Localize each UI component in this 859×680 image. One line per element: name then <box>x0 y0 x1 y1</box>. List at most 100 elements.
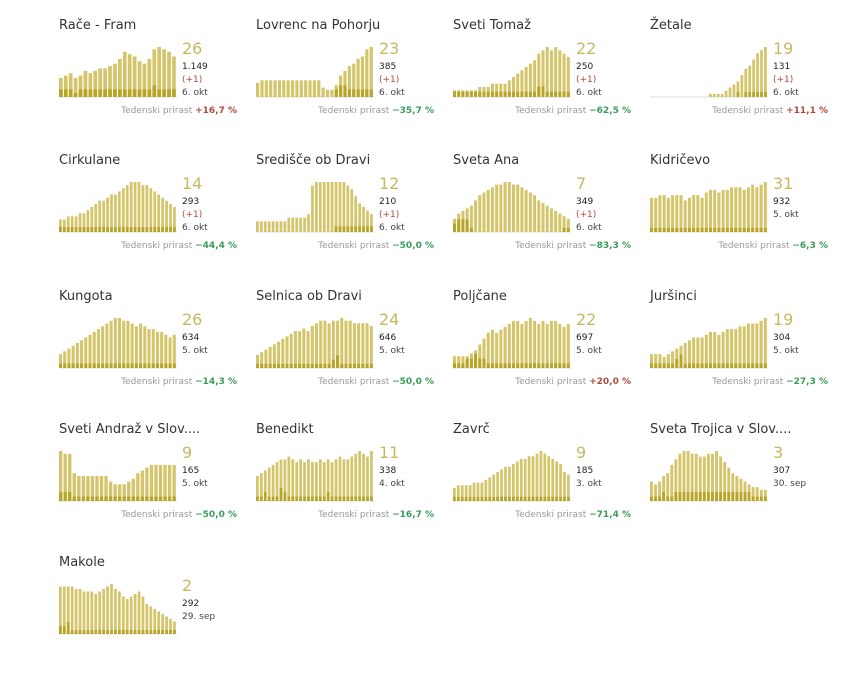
new-cases-bar <box>118 363 122 368</box>
municipality-title: Sveta Ana <box>453 153 520 168</box>
municipality-card: Juršinci 19 304 5. okt Tedenski prirast −27,… <box>650 289 828 414</box>
active-cases-bar <box>370 451 373 501</box>
total-cases: 932 <box>773 197 791 207</box>
active-cases-bar <box>524 320 528 368</box>
weekly-growth-value: −44,4 % <box>195 241 237 251</box>
new-cases-bar <box>746 363 750 368</box>
municipality-card: Sveta Ana 7 349 (+1) 6. okt Tedenski prirast … <box>453 153 631 278</box>
new-cases-bar <box>763 363 767 368</box>
new-cases-bar <box>72 496 76 501</box>
active-cases-bar <box>259 221 263 232</box>
new-cases-bar <box>515 496 519 501</box>
active-cases-bar <box>533 60 537 97</box>
active-cases-bar <box>78 213 82 232</box>
active-cases-bar <box>267 221 271 232</box>
active-cases-bar <box>362 453 365 501</box>
active-cases-bar <box>662 476 666 501</box>
active-cases-bar <box>82 591 86 634</box>
new-cases-bar <box>460 496 464 501</box>
active-cases-bar <box>687 340 691 368</box>
active-cases-bar <box>716 93 720 98</box>
new-cases-bar <box>759 227 763 232</box>
new-cases-bar <box>121 630 125 634</box>
active-cases-bar <box>356 58 360 97</box>
new-cases-bar <box>260 363 264 368</box>
active-cases-bar <box>495 184 499 232</box>
new-cases-bar <box>725 363 729 368</box>
active-cases-bar <box>535 453 539 501</box>
new-cases-bar <box>80 363 84 368</box>
active-cases-bar <box>152 49 157 97</box>
new-cases-bar <box>154 496 158 501</box>
active-cases-bar <box>279 459 283 501</box>
active-cases-bar <box>744 68 748 98</box>
new-cases-bar <box>354 496 358 501</box>
new-cases-bar <box>311 496 314 501</box>
new-cases-bar <box>678 492 682 501</box>
active-cases-bar <box>358 451 361 501</box>
active-cases-bar <box>366 456 369 501</box>
new-cases-bar <box>126 363 130 368</box>
active-cases-bar <box>360 56 365 97</box>
new-cases-bar <box>751 227 755 232</box>
active-cases-bar <box>307 214 310 232</box>
active-cases-bar <box>545 47 549 97</box>
active-cases-bar <box>495 83 499 97</box>
active-cases-bar <box>285 336 289 368</box>
new-cases-bar <box>731 492 735 501</box>
municipality-title: Juršinci <box>650 289 697 304</box>
new-cases-bar <box>709 227 713 232</box>
new-cases-bar <box>457 363 461 368</box>
active-cases-bar <box>555 461 558 501</box>
active-cases-bar <box>759 489 763 501</box>
active-cases-bar <box>59 586 62 634</box>
active-cases-bar <box>131 478 135 501</box>
municipality-card: Središče ob Dravi 12 210 (+1) 6. okt Tedenski… <box>256 153 434 278</box>
active-cases-bar <box>480 482 484 501</box>
new-cases-bar <box>62 626 66 634</box>
active-cases-bar <box>720 93 724 98</box>
new-cases-bar <box>692 227 696 232</box>
new-cases-bar <box>59 227 62 232</box>
weekly-growth: Tedenski prirast +11,1 % <box>712 106 828 116</box>
new-cases-bar <box>686 492 690 501</box>
new-cases-bar <box>504 496 507 501</box>
new-cases-bar <box>113 496 117 501</box>
new-cases-bar <box>59 89 63 97</box>
active-cases-bar <box>86 591 90 634</box>
new-cases-bar <box>172 496 176 501</box>
active-cases-bar <box>713 331 717 368</box>
new-cases-bar <box>719 492 723 501</box>
active-cases-bar <box>717 334 721 368</box>
active-cases-bar <box>545 205 549 232</box>
new-cases-bar <box>704 363 708 368</box>
active-cases-bar <box>268 346 272 368</box>
active-cases-bar <box>683 200 687 232</box>
active-cases-bar <box>457 356 461 368</box>
active-cases-bar <box>279 221 283 232</box>
active-cases-bar <box>318 182 322 232</box>
active-cases-bar <box>728 87 732 98</box>
active-cases-bar <box>147 329 151 368</box>
active-cases-bar <box>293 331 297 368</box>
active-cases-bar <box>549 208 553 232</box>
active-cases-bar <box>129 182 133 232</box>
active-cases-bar <box>759 320 763 368</box>
active-cases-bar <box>139 323 143 368</box>
new-cases-bar <box>662 363 666 368</box>
new-cases-bar <box>736 92 740 97</box>
municipality-card: Rače - Fram 26 1.149 (+1) 6. okt Tedenski pri… <box>59 18 237 143</box>
active-cases-number: 19 <box>773 39 794 58</box>
active-cases-bar <box>110 194 113 232</box>
new-cases-bar <box>295 496 299 501</box>
active-cases-bar <box>346 185 350 232</box>
new-cases-bar <box>106 227 109 232</box>
new-cases-bar <box>533 363 537 368</box>
new-cases-bar <box>549 91 553 97</box>
active-cases-bar <box>499 83 503 97</box>
new-cases-bar <box>658 227 662 232</box>
new-cases-bar <box>472 496 476 501</box>
new-cases-bar <box>555 496 558 501</box>
weekly-growth: Tedenski prirast −27,3 % <box>712 377 828 387</box>
new-cases-bar <box>99 496 104 501</box>
